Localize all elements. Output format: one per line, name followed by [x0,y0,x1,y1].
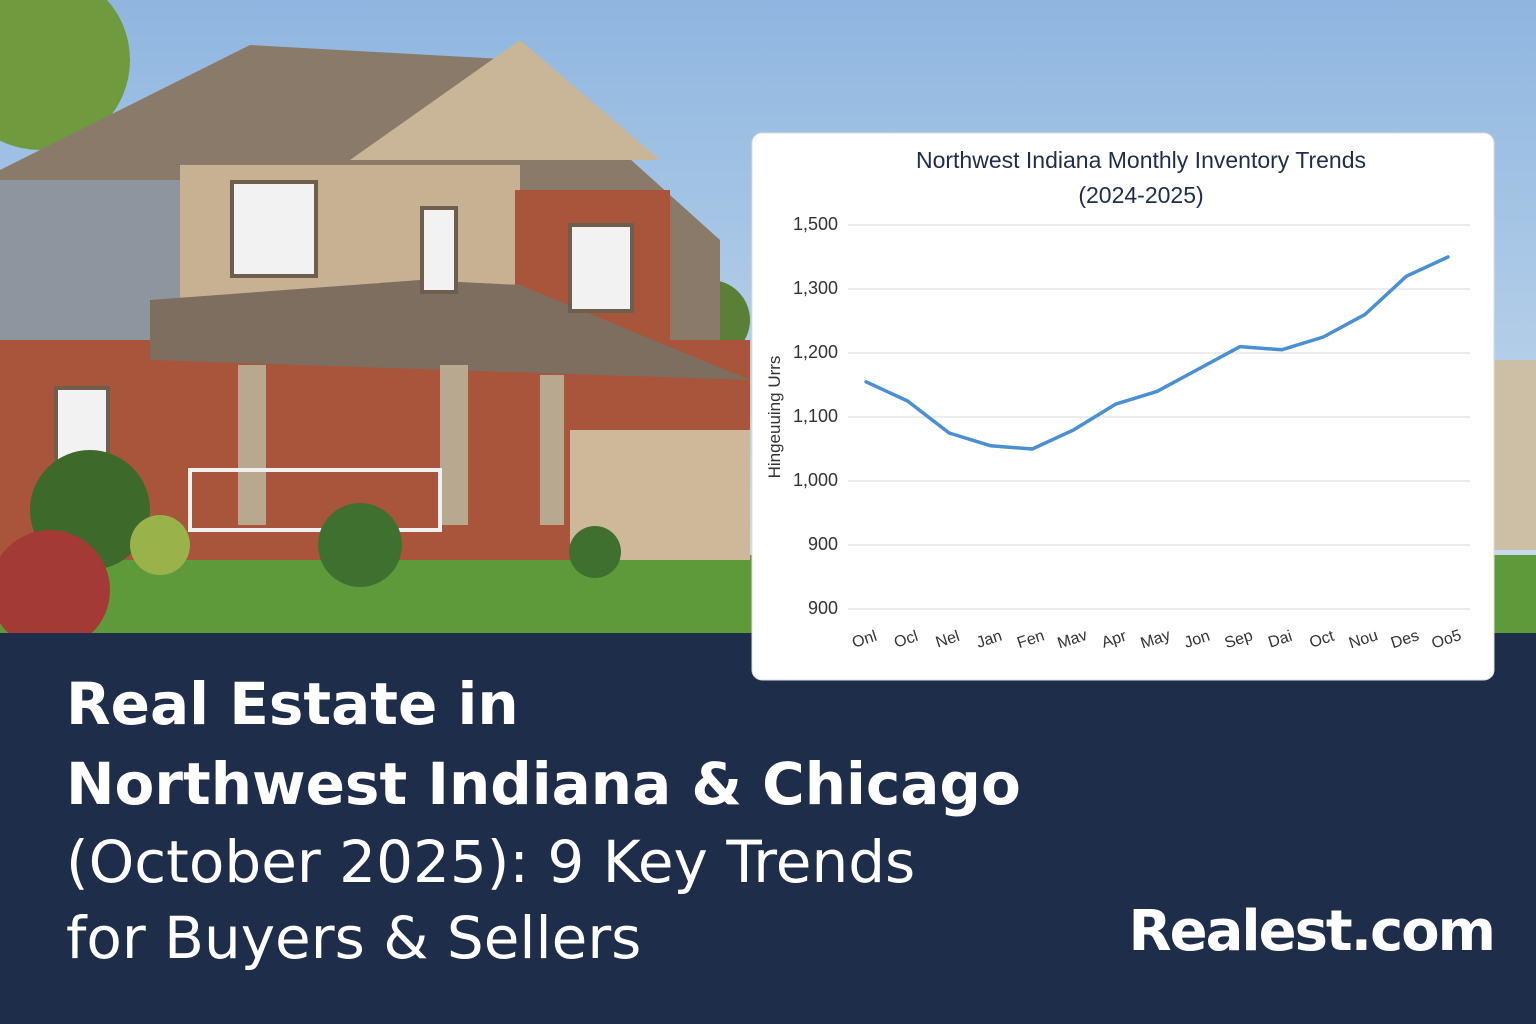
y-tick-label: 1,000 [793,470,838,490]
y-axis-label: Hingeuuing Urrs [765,356,784,479]
y-tick-label: 1,500 [793,214,838,234]
chart-card [751,132,1495,681]
y-tick-label: 1,100 [793,406,838,426]
headline-line: Northwest Indiana & Chicago [66,750,1021,818]
x-tick-label: Ocl [892,628,920,652]
headline-line: (October 2025): 9 Key Trends [66,828,915,896]
x-tick-label: Nel [934,628,962,652]
chart-subtitle: (2024-2025) [1078,182,1203,208]
line-series [864,255,1450,451]
x-tick-label: Onl [850,628,879,652]
x-tick-label: Dai [1266,628,1294,652]
headline-line: for Buyers & Sellers [66,904,641,972]
y-tick-label: 1,200 [793,342,838,362]
brand: Realest.com [1129,899,1494,964]
y-tick-label: 1,300 [793,278,838,298]
banner [0,633,1536,1024]
headline-line: Real Estate in [66,670,519,738]
y-tick-label: 900 [808,598,838,618]
y-tick-label: 900 [808,534,838,554]
chart-title: Northwest Indiana Monthly Inventory Tren… [916,147,1366,173]
